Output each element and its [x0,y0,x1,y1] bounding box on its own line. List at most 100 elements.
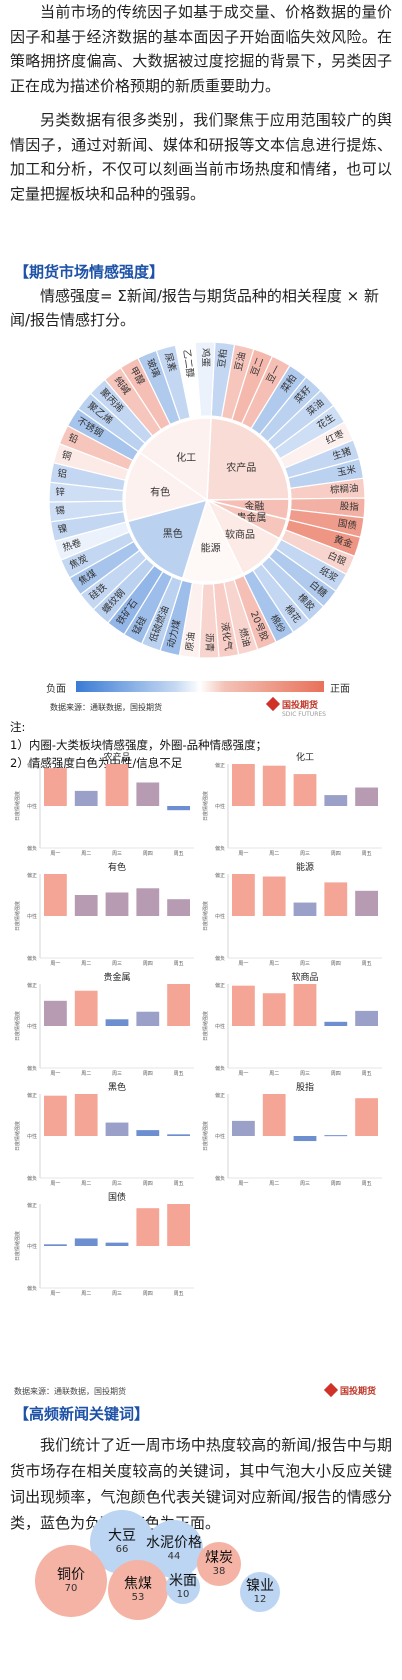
y-axis-label: 日度情绪强度 [202,791,209,821]
y-tick-top: 偏正 [215,762,225,769]
x-tick-label: 周三 [300,1071,310,1077]
inner-label: 黑色 [163,527,183,540]
logo-mark-icon [265,696,281,712]
bar-软商品-周一 [232,985,255,1026]
bar-贵金属-周四 [136,1011,160,1026]
panel-title: 化工 [296,752,314,763]
y-tick-bottom: 偏负 [215,1065,225,1072]
outer-label: 生猪 [331,445,353,463]
bar-农产品-周五 [167,806,190,811]
bar-农产品-周一 [44,768,67,806]
y-tick-mid: 中性 [27,803,37,810]
logo-2: 国投期货 [323,1382,376,1398]
inner-label: 能源 [201,541,221,554]
outer-label: 乙二醇 [181,349,197,379]
outer-label: 鸡蛋 [200,348,212,368]
bubble-count: 66 [115,1544,129,1555]
x-tick-label: 周三 [112,1291,122,1297]
bar-贵金属-周五 [167,984,190,1026]
y-tick-mid: 中性 [215,1133,225,1140]
x-tick-label: 周三 [112,1181,122,1187]
keyword-bubble: 铜价 70 [35,1545,107,1617]
x-tick-label: 周二 [81,961,91,967]
logo-text: 国投期货 [282,701,319,711]
x-tick-label: 周二 [269,1181,279,1187]
x-tick-label: 周二 [269,851,279,857]
outer-label: 豆粕 [216,348,230,368]
panel-title: 有色 [108,862,126,873]
bar-化工-周三 [293,774,317,806]
x-tick-label: 周二 [269,961,279,967]
keyword-bubble: 米面 10 [166,1570,200,1604]
bar-农产品-周二 [74,790,98,806]
y-axis-label: 日度情绪强度 [202,901,209,931]
x-tick-label: 周一 [238,851,248,857]
outer-label: 燃油 [236,627,253,648]
bar-有色-周二 [74,895,98,916]
bubble-count: 12 [253,1594,267,1605]
x-tick-label: 周二 [81,1291,91,1297]
bubble-keyword: 水泥价格 [146,1535,202,1551]
y-tick-top: 偏正 [27,1202,37,1209]
bar-软商品-周四 [324,1021,348,1026]
y-tick-mid: 中性 [27,1023,37,1030]
x-tick-label: 周一 [50,1071,60,1077]
bar-有色-周五 [167,899,190,916]
inner-label: 农产品 [226,461,256,474]
panel-title: 股指 [296,1082,314,1093]
keyword-bubble-chart: 大豆 66 水泥价格 44 煤炭 38 铜价 70 焦煤 53 米面 10 镍业 12 [0,1510,402,1680]
bar-黑色-周二 [74,1094,98,1136]
x-tick-label: 周二 [269,1071,279,1077]
bar-国债-周二 [74,1238,98,1246]
logo-subtext: SDIC FUTURES [282,711,326,718]
y-tick-bottom: 偏负 [215,955,225,962]
bubble-keyword: 焦煤 [124,1576,152,1592]
inner-sector-农产品 [206,417,290,501]
panel-title: 软商品 [291,972,318,983]
bubble-count: 10 [176,1589,190,1600]
y-tick-bottom: 偏负 [27,1285,37,1292]
outer-label: 锡 [55,504,65,517]
outer-label: 股指 [340,500,360,513]
x-tick-label: 周三 [300,961,310,967]
x-tick-label: 周五 [174,1291,184,1297]
outer-label: 棕榈油 [330,482,359,496]
x-tick-label: 周一 [50,961,60,967]
bubble-count: 70 [64,1583,78,1594]
bar-能源-周一 [232,874,255,916]
x-tick-label: 周五 [174,1181,184,1187]
bar-股指-周三 [293,1136,317,1142]
x-tick-label: 周一 [238,1181,248,1187]
inner-label: 软商品 [225,528,255,541]
bubble-count: 53 [131,1592,145,1603]
y-tick-top: 偏正 [27,762,37,769]
outer-label: 国债 [337,517,358,532]
bar-化工-周一 [232,764,255,806]
x-tick-label: 周二 [81,1181,91,1187]
bubble-keyword: 镍业 [246,1578,274,1594]
y-axis-label: 日度情绪强度 [202,1011,209,1041]
outer-sector-鸡蛋 [194,341,216,417]
inner-sector-有色 [124,451,209,523]
x-tick-label: 周四 [143,1291,153,1297]
panel-title: 黑色 [108,1082,126,1093]
x-tick-label: 周四 [143,851,153,857]
y-tick-bottom: 偏负 [27,845,37,852]
outer-label: 玉米 [336,463,358,479]
x-tick-label: 周五 [174,961,184,967]
y-tick-top: 偏正 [215,872,225,879]
y-tick-top: 偏正 [27,1092,37,1099]
panel-title: 能源 [296,862,314,873]
y-tick-mid: 中性 [27,1243,37,1250]
bar-软商品-周二 [262,993,286,1026]
bar-黑色-周四 [136,1130,160,1136]
bubble-keyword: 煤炭 [205,1550,233,1566]
legend-gradient-bar [76,681,324,692]
x-tick-label: 周四 [331,961,341,967]
section-title-keywords: 【高频新闻关键词】 [14,1405,150,1423]
